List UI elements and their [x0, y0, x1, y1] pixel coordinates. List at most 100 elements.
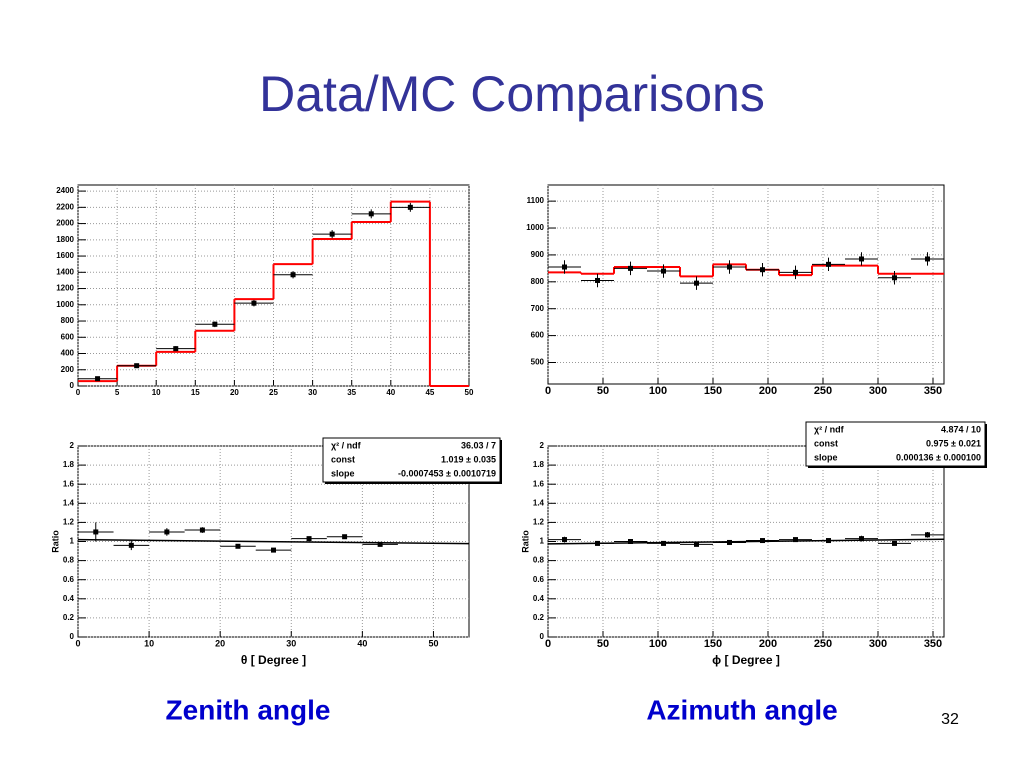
data-point	[793, 269, 798, 275]
y-tick-label: 0	[540, 632, 545, 641]
data-point	[925, 256, 930, 262]
x-tick-label: 150	[704, 638, 722, 650]
y-tick-label: 0.4	[63, 594, 75, 603]
data-point	[727, 539, 732, 545]
x-tick-label: 15	[191, 388, 200, 397]
y-tick-label: 2200	[56, 202, 74, 211]
data-point	[892, 540, 897, 546]
data-point	[329, 231, 335, 237]
data-point	[128, 542, 134, 548]
y-tick-label: 900	[531, 250, 545, 259]
data-point	[407, 204, 413, 210]
y-tick-label: 0	[70, 632, 75, 641]
stats-value: 36.03 / 7	[461, 440, 496, 450]
x-tick-label: 40	[357, 638, 367, 648]
y-tick-label: 1.8	[63, 460, 75, 469]
y-tick-label: 1	[540, 537, 545, 546]
x-tick-label: 50	[597, 638, 609, 650]
data-point	[212, 321, 218, 327]
data-point	[342, 534, 348, 540]
y-tick-label: 400	[61, 349, 75, 358]
x-tick-label: 300	[869, 385, 887, 397]
y-tick-label: 1.6	[63, 479, 75, 488]
x-tick-label: 350	[924, 385, 942, 397]
x-tick-label: 0	[76, 388, 81, 397]
y-tick-label: 200	[61, 365, 75, 374]
y-tick-label: 2400	[56, 186, 74, 195]
data-point	[892, 275, 897, 281]
slide-title: Data/MC Comparisons	[259, 66, 765, 122]
x-tick-label: 0	[545, 385, 551, 397]
data-point	[306, 536, 312, 542]
stats-box	[322, 437, 501, 483]
data-point	[760, 538, 765, 544]
y-tick-label: 1800	[56, 235, 74, 244]
y-tick-label: 0.8	[63, 556, 75, 565]
data-point	[628, 265, 633, 271]
y-tick-label: 0.2	[63, 613, 75, 622]
x-tick-label: 30	[286, 638, 296, 648]
stats-label: slope	[814, 452, 838, 462]
x-tick-label: 20	[230, 388, 239, 397]
stats-value: 0.975 ± 0.021	[926, 438, 981, 448]
x-axis-label: θ [ Degree ]	[241, 653, 306, 667]
y-tick-label: 1.2	[63, 518, 75, 527]
x-tick-label: 0	[545, 638, 551, 650]
x-tick-label: 200	[759, 638, 777, 650]
y-tick-label: 500	[531, 358, 545, 367]
stats-label: const	[331, 454, 355, 464]
y-tick-label: 0.4	[533, 594, 545, 603]
stats-label: slope	[331, 468, 355, 478]
y-tick-label: 600	[531, 331, 545, 340]
data-point	[661, 540, 666, 546]
y-tick-label: 1.4	[533, 498, 545, 507]
x-tick-label: 100	[649, 385, 667, 397]
caption: Zenith angle	[166, 694, 331, 725]
data-point	[760, 267, 765, 273]
data-point	[271, 547, 276, 553]
y-tick-label: 0.2	[533, 613, 545, 622]
y-tick-label: 2000	[56, 219, 74, 228]
data-point	[134, 363, 140, 369]
y-tick-label: 1.6	[533, 479, 545, 488]
data-point	[859, 256, 864, 262]
y-tick-label: 700	[531, 304, 545, 313]
x-tick-label: 30	[308, 388, 317, 397]
y-axis-label: Ratio	[520, 530, 530, 553]
data-point	[95, 376, 101, 382]
stats-value: 1.019 ± 0.035	[441, 454, 496, 464]
data-point	[793, 537, 798, 543]
stats-label: χ² / ndf	[814, 424, 845, 434]
x-tick-label: 35	[347, 388, 356, 397]
data-point	[826, 261, 831, 267]
data-point	[595, 277, 600, 283]
data-point	[290, 272, 296, 278]
y-tick-label: 1200	[56, 284, 74, 293]
data-point	[859, 536, 864, 542]
data-point	[377, 541, 383, 547]
stats-value: 4.874 / 10	[941, 424, 981, 434]
y-tick-label: 1600	[56, 251, 74, 260]
y-tick-label: 0	[70, 381, 75, 390]
data-point	[694, 280, 699, 286]
y-tick-label: 2	[540, 441, 545, 450]
page-number: 32	[941, 711, 959, 728]
data-point	[199, 527, 205, 533]
data-point	[368, 211, 374, 217]
x-tick-label: 45	[425, 388, 434, 397]
x-axis-label: ϕ [ Degree ]	[712, 653, 780, 667]
y-tick-label: 600	[61, 332, 75, 341]
stats-value: -0.0007453 ± 0.0010719	[398, 468, 496, 478]
x-tick-label: 300	[869, 638, 887, 650]
y-tick-label: 1.4	[63, 498, 75, 507]
stats-label: const	[814, 438, 838, 448]
y-tick-label: 800	[61, 316, 75, 325]
y-tick-label: 0.6	[533, 575, 545, 584]
data-point	[661, 268, 666, 274]
x-tick-label: 0	[75, 638, 80, 648]
y-tick-label: 0.6	[63, 575, 75, 584]
fit-line	[77, 538, 470, 545]
stats-value: 0.000136 ± 0.000100	[896, 452, 981, 462]
